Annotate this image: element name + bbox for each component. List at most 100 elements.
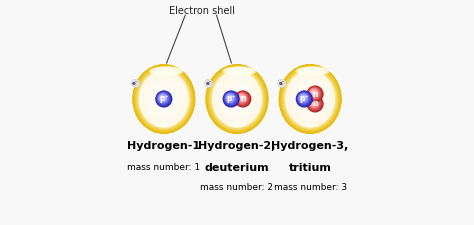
Ellipse shape [284, 70, 336, 128]
Text: n: n [312, 90, 318, 99]
Circle shape [158, 93, 168, 103]
Ellipse shape [212, 71, 262, 127]
Circle shape [309, 88, 320, 99]
Ellipse shape [305, 93, 315, 105]
Ellipse shape [208, 66, 266, 132]
Circle shape [227, 95, 232, 100]
Ellipse shape [234, 70, 245, 73]
Ellipse shape [211, 70, 263, 128]
Ellipse shape [218, 77, 256, 121]
Circle shape [161, 96, 164, 99]
Ellipse shape [209, 68, 265, 130]
Ellipse shape [206, 64, 268, 134]
Ellipse shape [235, 96, 239, 102]
Ellipse shape [146, 78, 182, 120]
Circle shape [208, 83, 210, 84]
Circle shape [226, 93, 235, 103]
Ellipse shape [206, 65, 268, 133]
Ellipse shape [136, 68, 191, 130]
Text: deuterium: deuterium [205, 163, 269, 173]
Circle shape [135, 83, 136, 84]
Ellipse shape [283, 69, 337, 129]
Ellipse shape [134, 66, 193, 132]
Circle shape [134, 82, 137, 85]
Circle shape [160, 95, 164, 99]
Ellipse shape [279, 65, 341, 133]
Ellipse shape [206, 65, 268, 133]
Ellipse shape [283, 69, 337, 129]
Ellipse shape [285, 71, 335, 127]
Circle shape [158, 94, 167, 102]
Circle shape [228, 95, 232, 99]
Circle shape [298, 92, 310, 104]
Ellipse shape [287, 73, 333, 125]
Circle shape [157, 93, 169, 104]
Ellipse shape [228, 68, 252, 74]
Ellipse shape [285, 71, 335, 127]
Circle shape [206, 81, 211, 86]
Ellipse shape [303, 90, 318, 107]
Ellipse shape [231, 69, 248, 74]
Ellipse shape [207, 65, 267, 133]
Circle shape [133, 81, 138, 86]
Ellipse shape [297, 84, 323, 114]
Circle shape [310, 90, 317, 96]
Circle shape [159, 95, 165, 101]
Ellipse shape [297, 67, 328, 76]
Circle shape [223, 91, 238, 106]
Ellipse shape [145, 77, 183, 121]
Text: tritium: tritium [289, 163, 331, 173]
Ellipse shape [135, 66, 193, 131]
Ellipse shape [142, 75, 185, 123]
Ellipse shape [226, 86, 248, 112]
Ellipse shape [228, 123, 246, 128]
Ellipse shape [137, 69, 191, 129]
Circle shape [237, 93, 247, 104]
Ellipse shape [153, 67, 180, 75]
Circle shape [237, 93, 247, 103]
Ellipse shape [150, 83, 178, 115]
Ellipse shape [231, 92, 243, 106]
Circle shape [208, 82, 210, 84]
Text: e⁻: e⁻ [132, 81, 139, 86]
Circle shape [135, 83, 136, 84]
Ellipse shape [236, 70, 243, 72]
Ellipse shape [146, 79, 181, 119]
Circle shape [223, 91, 239, 107]
Ellipse shape [136, 68, 191, 130]
Circle shape [239, 95, 243, 99]
Circle shape [309, 88, 319, 98]
Circle shape [238, 94, 246, 102]
Ellipse shape [285, 70, 336, 128]
Ellipse shape [164, 71, 168, 72]
Ellipse shape [135, 67, 193, 131]
Ellipse shape [282, 67, 339, 131]
Circle shape [227, 95, 233, 101]
Ellipse shape [281, 66, 340, 132]
Circle shape [225, 93, 236, 104]
Ellipse shape [220, 80, 254, 118]
Ellipse shape [303, 92, 317, 106]
Circle shape [307, 86, 323, 102]
Ellipse shape [136, 67, 192, 131]
Ellipse shape [137, 69, 191, 129]
Ellipse shape [230, 92, 244, 106]
Circle shape [299, 94, 308, 102]
Circle shape [224, 91, 238, 106]
Text: e⁻: e⁻ [205, 81, 212, 86]
Ellipse shape [209, 68, 265, 130]
Text: p⁺: p⁺ [227, 94, 236, 104]
Text: p⁺: p⁺ [300, 94, 309, 104]
Ellipse shape [283, 69, 337, 129]
Ellipse shape [210, 68, 264, 130]
Circle shape [155, 91, 172, 107]
Ellipse shape [299, 86, 322, 112]
Circle shape [207, 82, 210, 85]
Ellipse shape [227, 88, 247, 110]
Circle shape [281, 82, 283, 85]
Ellipse shape [137, 68, 191, 129]
Ellipse shape [137, 69, 190, 129]
Ellipse shape [279, 65, 341, 133]
Circle shape [239, 96, 243, 99]
Circle shape [308, 96, 322, 111]
